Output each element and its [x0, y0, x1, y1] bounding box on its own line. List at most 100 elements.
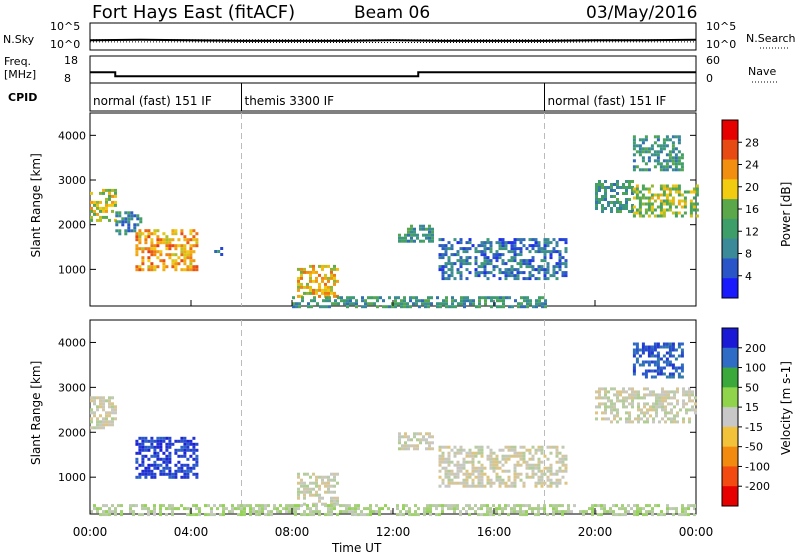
- freq-left-tick-top: 18: [64, 54, 78, 67]
- power-echo-cell: [364, 305, 367, 309]
- power-echo-cell: [480, 241, 484, 245]
- power-echo-cell: [428, 230, 431, 234]
- power-echo-cell: [474, 259, 478, 263]
- power-echo-cell: [298, 302, 301, 306]
- velocity-echo-cell: [408, 510, 411, 514]
- velocity-echo-cell: [180, 475, 184, 479]
- velocity-echo-cell: [640, 408, 643, 412]
- power-echo-cell: [483, 271, 487, 275]
- power-echo-cell: [619, 204, 622, 207]
- velocity-echo-cell: [513, 510, 516, 514]
- velocity-echo-cell: [685, 411, 688, 415]
- power-echo-cell: [459, 262, 463, 266]
- velocity-echo-cell: [99, 423, 102, 427]
- velocity-echo-cell: [483, 466, 487, 470]
- power-echo-cell: [519, 253, 523, 257]
- power-echo-cell: [507, 271, 511, 275]
- power-echo-cell: [613, 204, 616, 207]
- power-echo-cell: [543, 241, 547, 245]
- velocity-echo-cell: [693, 513, 696, 517]
- velocity-echo-cell: [507, 484, 511, 488]
- power-echo-cell: [114, 203, 117, 207]
- power-echo-cell: [295, 302, 298, 306]
- power-echo-cell: [127, 211, 131, 215]
- power-echo-cell: [535, 299, 538, 303]
- power-echo-cell: [159, 241, 163, 245]
- power-echo-cell: [328, 299, 331, 303]
- velocity-echo-cell: [661, 393, 664, 397]
- velocity-echo-cell: [672, 513, 675, 517]
- velocity-echo-cell: [510, 454, 514, 458]
- power-echo-cell: [135, 244, 139, 248]
- power-echo-cell: [528, 250, 532, 254]
- velocity-echo-cell: [195, 463, 199, 467]
- velocity-echo-cell: [102, 426, 105, 430]
- velocity-echo-cell: [312, 493, 315, 497]
- velocity-echo-cell: [637, 405, 640, 409]
- velocity-echo-cell: [327, 487, 330, 491]
- velocity-echo-cell: [495, 475, 499, 479]
- power-echo-cell: [638, 168, 642, 172]
- power-echo-cell: [307, 305, 310, 309]
- velocity-echo-cell: [129, 507, 132, 511]
- velocity-echo-cell: [549, 463, 553, 467]
- power-echo-cell: [93, 212, 96, 216]
- velocity-echo-cell: [351, 510, 354, 514]
- velocity-echo-cell: [99, 402, 102, 406]
- power-echo-cell: [424, 299, 427, 303]
- velocity-echo-cell: [677, 345, 681, 349]
- velocity-echo-cell: [613, 417, 616, 421]
- power-echo-cell: [108, 191, 111, 195]
- velocity-echo-cell: [621, 507, 624, 511]
- power-echo-cell: [598, 180, 601, 183]
- velocity-echo-cell: [330, 472, 333, 476]
- velocity-echo-cell: [422, 435, 425, 439]
- power-echo-cell: [656, 156, 660, 160]
- velocity-echo-cell: [114, 408, 117, 412]
- power-echo-cell: [610, 186, 613, 189]
- power-echo-cell: [513, 250, 517, 254]
- power-echo-cell: [662, 159, 666, 163]
- velocity-echo-cell: [489, 484, 493, 488]
- power-echo-cell: [668, 208, 672, 212]
- power-echo-cell: [492, 265, 496, 269]
- power-echo-cell: [558, 265, 562, 269]
- velocity-echo-cell: [144, 454, 148, 458]
- velocity-echo-cell: [555, 472, 559, 476]
- velocity-echo-cell: [650, 351, 654, 355]
- velocity-echo-cell: [111, 417, 114, 421]
- velocity-echo-cell: [618, 513, 621, 517]
- velocity-echo-cell: [306, 484, 309, 488]
- velocity-echo-cell: [519, 504, 522, 508]
- power-echo-cell: [431, 236, 434, 240]
- velocity-echo-cell: [597, 504, 600, 508]
- power-echo-cell: [127, 214, 131, 218]
- velocity-echo-cell: [561, 469, 565, 473]
- power-echo-cell: [653, 153, 657, 157]
- power-echo-cell: [537, 244, 541, 248]
- velocity-echo-cell: [330, 507, 333, 511]
- power-echo-cell: [174, 265, 178, 269]
- velocity-echo-cell: [486, 481, 490, 485]
- power-echo-cell: [430, 302, 433, 306]
- velocity-echo-cell: [141, 445, 145, 449]
- power-echo-cell: [174, 262, 178, 266]
- power-echo-cell: [421, 299, 424, 303]
- power-echo-cell: [156, 256, 160, 260]
- power-echo-cell: [195, 238, 199, 242]
- power-echo-cell: [96, 212, 99, 216]
- velocity-echo-cell: [673, 393, 676, 397]
- velocity-echo-cell: [598, 402, 601, 406]
- velocity-echo-cell: [456, 451, 460, 455]
- velocity-echo-cell: [114, 507, 117, 511]
- power-echo-cell: [517, 302, 520, 306]
- velocity-echo-cell: [501, 507, 504, 511]
- velocity-echo-cell: [474, 451, 478, 455]
- velocity-echo-cell: [318, 493, 321, 497]
- power-echo-cell: [677, 187, 681, 191]
- velocity-echo-cell: [688, 420, 691, 424]
- velocity-echo-cell: [492, 513, 495, 517]
- velocity-echo-cell: [638, 363, 642, 367]
- velocity-echo-cell: [108, 414, 111, 418]
